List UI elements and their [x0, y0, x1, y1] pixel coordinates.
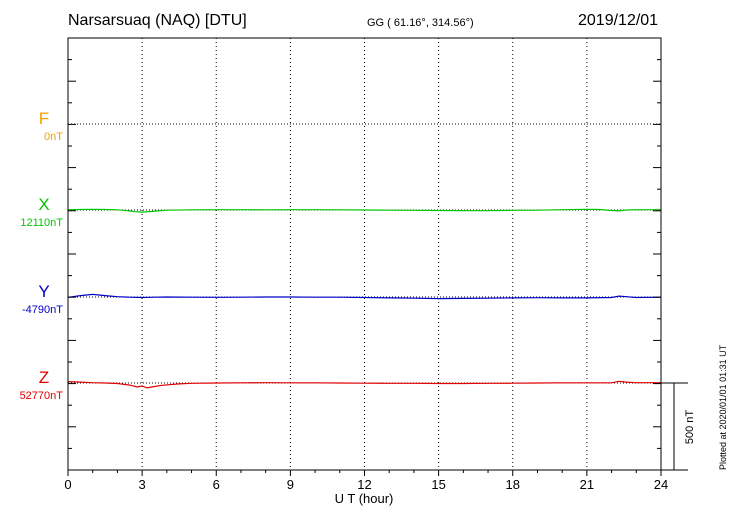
geographic-coordinates: GG ( 61.16°, 314.56°): [367, 17, 474, 29]
x-tick-label: 24: [654, 477, 668, 492]
series-baseline-x: 12110nT: [20, 217, 63, 229]
plotted-timestamp: Plotted at 2020/01/01 01:31 UT: [718, 344, 728, 470]
grid-lines: [68, 38, 661, 470]
series-line-x: [67, 208, 661, 213]
series-name-f: F: [39, 109, 49, 128]
x-tick-label: 3: [139, 477, 146, 492]
x-axis-label: U T (hour): [335, 491, 394, 506]
series-line-z: [67, 380, 661, 389]
series-baseline-z: 52770nT: [20, 390, 64, 402]
series-baseline-y: -4790nT: [22, 304, 63, 316]
series-traces: [67, 208, 662, 389]
x-tick-label: 15: [431, 477, 445, 492]
scale-bar-label: 500 nT: [684, 410, 696, 445]
x-tick-label: 12: [357, 477, 371, 492]
series-labels: F 0nT X 12110nT Y -4790nT Z 52770nT: [20, 109, 64, 402]
station-title: Narsarsuaq (NAQ) [DTU]: [68, 12, 247, 29]
x-tick-label: 9: [287, 477, 294, 492]
x-tick-label: 21: [580, 477, 594, 492]
series-name-z: Z: [39, 368, 49, 387]
series-line-y: [67, 293, 662, 300]
series-name-y: Y: [38, 282, 49, 301]
x-tick-label: 0: [64, 477, 71, 492]
scale-bar: 500 nT: [661, 382, 696, 471]
x-tick-labels: 0 3 6 9 12 15 18 21 24: [64, 477, 668, 492]
x-tick-label: 6: [213, 477, 220, 492]
axis-ticks: [67, 37, 662, 476]
series-baseline-f: 0nT: [44, 131, 63, 143]
date-label: 2019/12/01: [578, 12, 659, 29]
x-tick-label: 18: [506, 477, 520, 492]
series-name-x: X: [38, 195, 49, 214]
